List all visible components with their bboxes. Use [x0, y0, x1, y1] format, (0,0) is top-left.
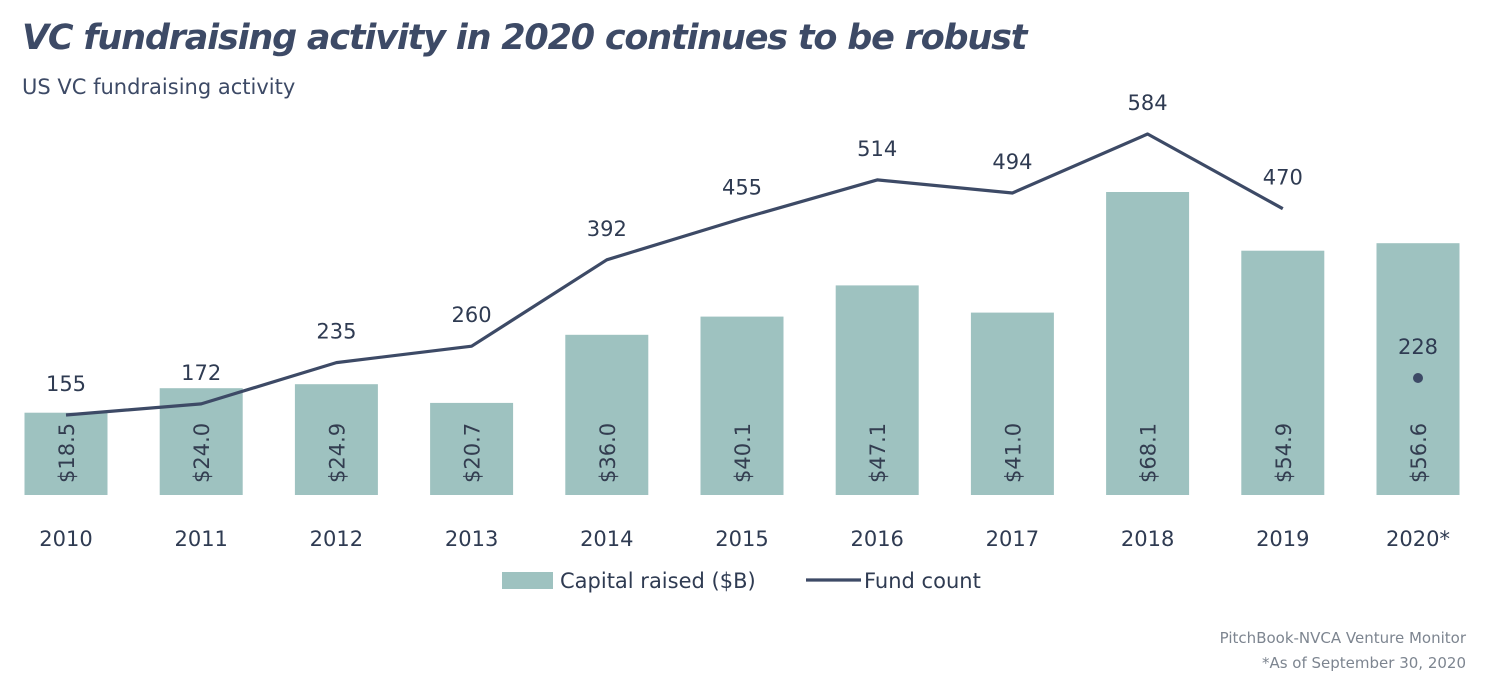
fund-count-label: 494 [992, 150, 1032, 174]
fund-count-point-2020 [1413, 373, 1423, 383]
bar-value-label: $20.7 [461, 423, 485, 483]
source-note: PitchBook-NVCA Venture Monitor *As of Se… [1220, 626, 1466, 676]
bar-value-label: $56.6 [1407, 423, 1431, 483]
x-tick-label: 2014 [580, 527, 633, 551]
chart-title: VC fundraising activity in 2020 continue… [22, 18, 1027, 58]
bar-value-label: $47.1 [866, 423, 890, 483]
legend-bar-swatch [502, 572, 553, 589]
fund-count-label: 260 [452, 303, 492, 327]
bar-capital-2018 [1106, 192, 1190, 495]
fund-count-label: 470 [1263, 166, 1303, 190]
bar-value-label: $68.1 [1137, 423, 1161, 483]
legend: Capital raised ($B) Fund count [502, 569, 981, 593]
legend-label-fund-count: Fund count [864, 569, 981, 593]
x-tick-label: 2012 [310, 527, 363, 551]
fund-count-label: 514 [857, 137, 897, 161]
fund-count-label: 235 [316, 320, 356, 344]
bar-value-label: $54.9 [1272, 423, 1296, 483]
bar-value-label: $40.1 [731, 423, 755, 483]
bar-capital-2014 [565, 334, 649, 495]
bar-capital-2020 [1376, 243, 1460, 495]
fund-count-label: 455 [722, 176, 762, 200]
chart-subtitle: US VC fundraising activity [22, 75, 296, 99]
x-axis: 2010 2011 2012 2013 2014 2015 2016 2017 2018 2019… [39, 527, 1450, 551]
line-layer [65, 132, 1423, 417]
legend-label-capital: Capital raised ($B) [560, 569, 756, 593]
fund-count-label: 584 [1128, 91, 1168, 115]
x-tick-label: 2013 [445, 527, 498, 551]
labels-layer: $18.5 $24.0 $24.9 $20.7 $36.0 $40.1 $47.1 $41.0… [46, 91, 1438, 483]
bar-capital-2016 [835, 285, 919, 495]
bar-capital-2013 [430, 402, 514, 495]
fund-count-label: 392 [587, 217, 627, 241]
x-tick-label: 2010 [39, 527, 92, 551]
x-tick-label: 2016 [850, 527, 903, 551]
x-tick-label: 2020* [1386, 527, 1450, 551]
fund-count-label: 228 [1398, 335, 1438, 359]
bar-value-label: $24.9 [325, 423, 349, 483]
bar-value-label: $36.0 [596, 423, 620, 483]
fund-count-label: 155 [46, 372, 86, 396]
x-tick-label: 2018 [1121, 527, 1174, 551]
fund-count-line [65, 132, 1284, 417]
footnote-text: *As of September 30, 2020 [1261, 654, 1466, 672]
bar-capital-2019 [1241, 250, 1325, 495]
x-tick-label: 2015 [715, 527, 768, 551]
bars-layer [24, 192, 1460, 495]
bar-value-label: $41.0 [1001, 423, 1025, 483]
x-tick-label: 2017 [986, 527, 1039, 551]
bar-value-label: $24.0 [190, 423, 214, 483]
fund-count-label: 172 [181, 361, 221, 385]
bar-capital-2010 [24, 412, 108, 495]
bar-capital-2017 [970, 312, 1054, 495]
bar-value-label: $18.5 [55, 423, 79, 483]
x-tick-label: 2011 [174, 527, 227, 551]
source-text: PitchBook-NVCA Venture Monitor [1219, 629, 1466, 647]
x-tick-label: 2019 [1256, 527, 1309, 551]
bar-capital-2012 [294, 384, 378, 495]
bar-capital-2015 [700, 316, 784, 495]
